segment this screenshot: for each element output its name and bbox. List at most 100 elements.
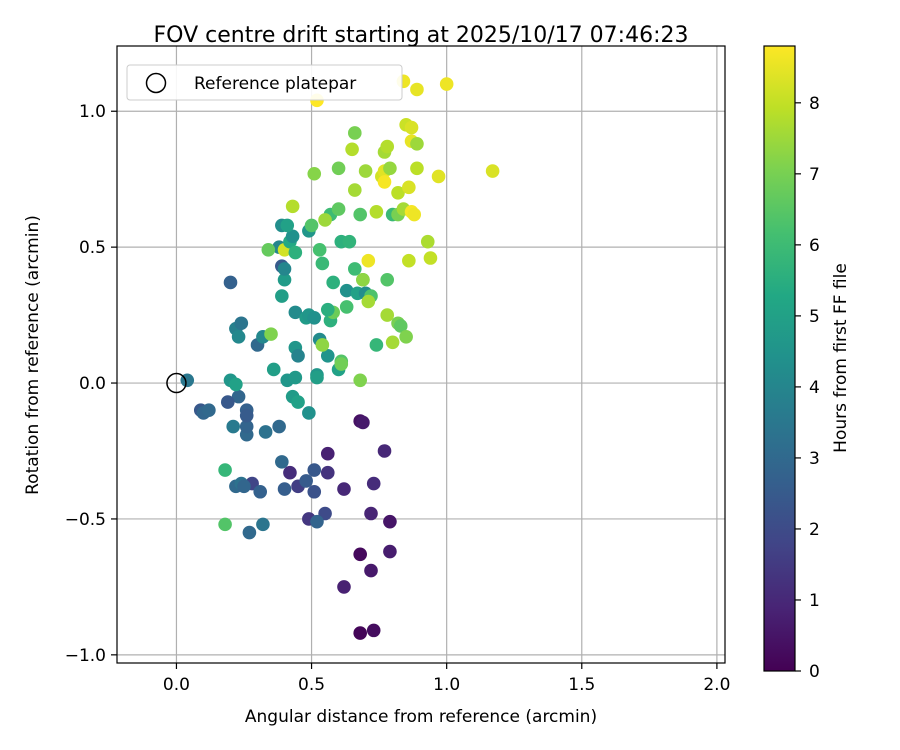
data-point	[302, 406, 316, 420]
data-point	[369, 205, 384, 219]
data-point	[218, 517, 232, 532]
data-point	[299, 474, 313, 488]
data-point	[239, 408, 254, 423]
data-point	[485, 164, 500, 178]
y-tick-label: 0.0	[79, 374, 106, 394]
data-point	[331, 202, 346, 216]
data-points	[180, 74, 500, 640]
data-point	[439, 77, 454, 91]
data-point	[202, 403, 216, 418]
x-tick-label: 0.5	[298, 675, 325, 695]
data-point	[377, 444, 392, 458]
grid	[117, 46, 725, 663]
colorbar-tick-label: 7	[809, 165, 820, 185]
data-point	[334, 357, 349, 371]
data-point	[285, 199, 300, 214]
data-point	[275, 455, 289, 469]
data-point	[277, 482, 292, 496]
data-point	[361, 253, 376, 268]
data-point	[315, 256, 330, 271]
data-point	[366, 476, 381, 491]
colorbar-gradient	[763, 45, 796, 672]
data-point	[339, 300, 354, 314]
data-point	[369, 338, 384, 352]
data-point	[347, 126, 362, 140]
data-point	[291, 395, 305, 409]
data-point	[410, 137, 424, 151]
colorbar: 0 1 2 3 4 5 6 7 8 Hours from first FF file	[763, 45, 851, 682]
data-point	[431, 169, 446, 184]
data-point	[383, 514, 397, 529]
y-tick-label: 1.0	[79, 102, 106, 122]
data-point	[272, 419, 286, 434]
legend-box	[126, 64, 403, 101]
data-point	[264, 327, 278, 341]
data-point	[380, 272, 395, 287]
x-tick-label: 0.0	[163, 675, 190, 695]
data-point	[337, 580, 351, 594]
data-point	[229, 377, 243, 392]
data-point	[288, 305, 303, 320]
data-point	[393, 319, 408, 333]
data-point	[342, 234, 357, 249]
data-point	[242, 525, 257, 540]
data-point	[310, 514, 324, 529]
data-point	[234, 316, 249, 331]
colorbar-label: Hours from first FF file	[831, 263, 851, 453]
data-point	[275, 289, 289, 303]
data-point	[410, 161, 424, 176]
data-point	[307, 463, 322, 477]
data-point	[399, 330, 413, 344]
data-point	[231, 330, 246, 344]
data-point	[366, 623, 381, 638]
data-point	[339, 283, 354, 298]
data-point	[307, 484, 322, 499]
legend: Reference platepar	[126, 64, 403, 101]
colorbar-tick-label: 4	[809, 378, 820, 398]
data-point	[326, 275, 340, 290]
data-point	[266, 362, 281, 377]
data-point	[385, 335, 400, 350]
data-point	[383, 544, 397, 559]
x-axis-ticks: 0.0 0.5 1.0 1.5 2.0	[163, 663, 730, 695]
plot-area-frame	[116, 45, 726, 664]
reference-platepar-marker	[166, 372, 187, 394]
data-point	[304, 218, 319, 233]
data-point	[420, 234, 435, 249]
data-point	[288, 245, 303, 260]
legend-label: Reference platepar	[194, 74, 356, 94]
data-point	[361, 294, 376, 309]
data-point	[402, 180, 416, 195]
data-point	[280, 218, 295, 233]
data-point	[283, 465, 297, 480]
colorbar-tick-label: 6	[809, 236, 820, 256]
data-point	[307, 311, 322, 325]
colorbar-tick-label: 5	[809, 307, 820, 327]
data-point	[337, 482, 351, 496]
data-point	[223, 275, 238, 290]
data-point	[402, 253, 416, 268]
data-point	[237, 479, 251, 494]
colorbar-ticks: 0 1 2 3 4 5 6 7 8	[795, 94, 820, 682]
data-point	[347, 262, 362, 276]
data-point	[318, 213, 332, 227]
colorbar-tick-label: 3	[809, 449, 820, 469]
y-tick-label: 0.5	[79, 238, 106, 258]
data-point	[353, 626, 368, 640]
colorbar-tick-label: 1	[809, 591, 820, 611]
data-point	[380, 139, 395, 154]
data-point	[312, 243, 327, 257]
data-point	[377, 175, 392, 189]
data-point	[320, 465, 335, 480]
data-point	[253, 484, 268, 499]
colorbar-tick-label: 8	[809, 94, 820, 114]
data-point	[277, 272, 292, 287]
data-point	[407, 207, 422, 222]
x-tick-label: 2.0	[703, 675, 730, 695]
data-point	[364, 563, 378, 578]
data-point	[256, 517, 270, 532]
data-point	[404, 120, 419, 135]
data-point	[226, 419, 240, 434]
data-point	[331, 161, 346, 176]
data-point	[391, 185, 405, 200]
